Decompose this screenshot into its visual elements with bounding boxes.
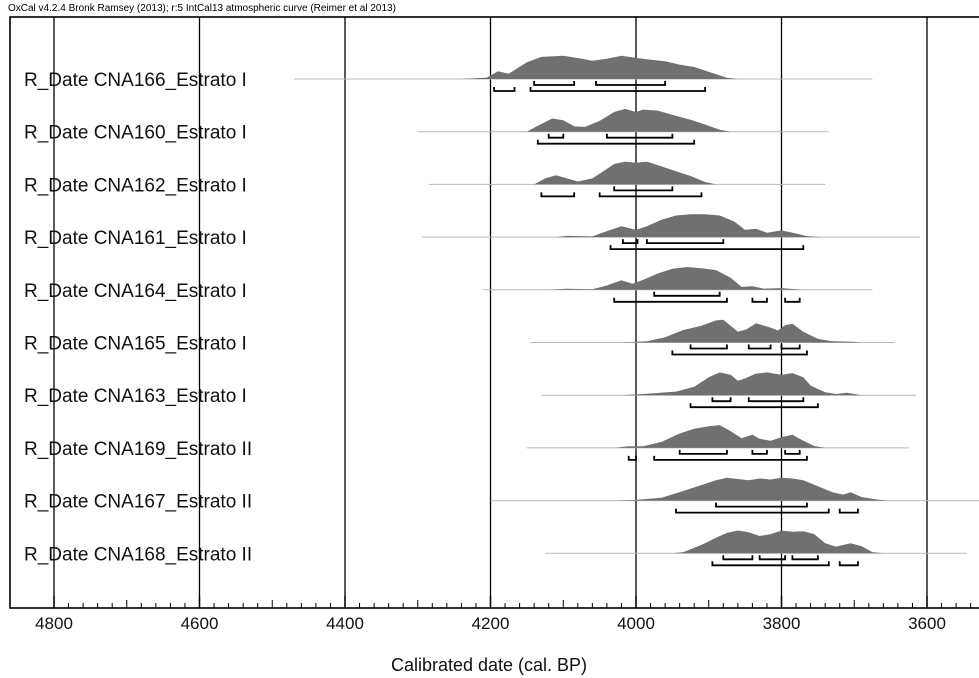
range-68-bracket	[622, 239, 639, 244]
date-row: R_Date CNA166_Estrato I	[24, 55, 873, 92]
vertical-gridlines	[53, 17, 928, 608]
plot-frame	[9, 16, 979, 609]
row-label: R_Date CNA167_Estrato II	[24, 492, 252, 513]
row-label: R_Date CNA163_Estrato I	[24, 386, 247, 407]
range-68-bracket	[613, 186, 674, 192]
row-label: R_Date CNA162_Estrato I	[24, 175, 247, 196]
range-68-bracket	[751, 449, 768, 455]
x-axis-label: Calibrated date (cal. BP)	[391, 655, 587, 675]
range-68-bracket	[678, 449, 728, 455]
row-label: R_Date CNA165_Estrato I	[24, 334, 247, 355]
row-label: R_Date CNA166_Estrato I	[24, 70, 247, 91]
range-95-bracket	[598, 192, 703, 198]
range-95-bracket	[838, 508, 859, 514]
range-95-bracket	[529, 87, 707, 92]
row-label: R_Date CNA160_Estrato I	[24, 123, 247, 144]
date-row: R_Date CNA165_Estrato I	[24, 319, 895, 356]
date-row: R_Date CNA163_Estrato I	[24, 372, 917, 409]
range-95-bracket	[675, 508, 830, 514]
tick-label: 3800	[763, 614, 801, 633]
range-68-bracket	[646, 239, 725, 244]
range-95-bracket	[536, 139, 696, 145]
x-axis: 4800 4600 4400 4200 4000 3800 3600	[35, 596, 972, 633]
probability-density	[614, 425, 826, 448]
tick-label: 4600	[181, 614, 219, 633]
date-row: R_Date CNA161_Estrato I	[24, 214, 920, 250]
row-label: R_Date CNA161_Estrato I	[24, 228, 247, 249]
range-95-bracket	[653, 455, 808, 461]
range-68-bracket	[747, 344, 772, 350]
range-95-bracket	[838, 561, 859, 567]
date-row: R_Date CNA168_Estrato II	[24, 530, 968, 567]
tick-label: 3600	[908, 614, 946, 633]
range-68-bracket	[595, 81, 666, 86]
range-68-bracket	[689, 344, 728, 350]
oxcal-header-text: OxCal v4.2.4 Bronk Ramsey (2013); r:5 In…	[8, 3, 396, 14]
range-95-bracket	[613, 297, 728, 303]
probability-density	[534, 161, 716, 185]
date-row: R_Date CNA169_Estrato II	[24, 425, 909, 461]
range-95-bracket	[609, 245, 805, 250]
range-68-bracket	[784, 449, 801, 455]
row-label: R_Date CNA169_Estrato II	[24, 439, 252, 460]
date-rows: R_Date CNA166_Estrato I R_Date CNA160_Est…	[24, 55, 979, 567]
range-68-bracket	[780, 344, 801, 350]
range-68-bracket	[758, 555, 787, 561]
tick-label: 4400	[326, 614, 364, 633]
range-95-bracket	[711, 561, 830, 567]
row-label: R_Date CNA164_Estrato I	[24, 281, 247, 302]
range-68-bracket	[533, 81, 576, 86]
range-68-bracket	[653, 291, 721, 297]
range-95-bracket	[671, 350, 808, 356]
range-95-bracket	[784, 297, 801, 303]
probability-density	[614, 477, 887, 501]
probability-density	[548, 267, 804, 290]
range-95-bracket	[493, 87, 516, 92]
probability-density	[526, 108, 731, 132]
probability-density	[672, 530, 884, 554]
probability-density	[461, 55, 738, 79]
range-68-bracket	[606, 133, 674, 139]
range-68-bracket	[791, 555, 819, 561]
range-95-bracket	[751, 297, 768, 303]
probability-density	[621, 372, 862, 396]
probability-density	[556, 214, 822, 238]
probability-density	[621, 319, 862, 343]
row-label: R_Date CNA168_Estrato II	[24, 544, 252, 565]
date-row: R_Date CNA164_Estrato I	[24, 267, 873, 303]
range-68-bracket	[715, 502, 808, 508]
range-95-bracket	[627, 455, 637, 461]
tick-label: 4800	[35, 614, 73, 633]
range-68-bracket	[711, 397, 732, 403]
date-row: R_Date CNA160_Estrato I	[24, 108, 829, 145]
range-68-bracket	[747, 397, 805, 403]
range-95-bracket	[540, 192, 576, 198]
range-68-bracket	[722, 555, 754, 561]
range-68-bracket	[547, 133, 565, 139]
date-row: R_Date CNA162_Estrato I	[24, 161, 826, 198]
range-95-bracket	[689, 403, 819, 409]
tick-label: 4000	[617, 614, 655, 633]
date-row: R_Date CNA167_Estrato II	[24, 477, 979, 514]
tick-label: 4200	[472, 614, 510, 633]
